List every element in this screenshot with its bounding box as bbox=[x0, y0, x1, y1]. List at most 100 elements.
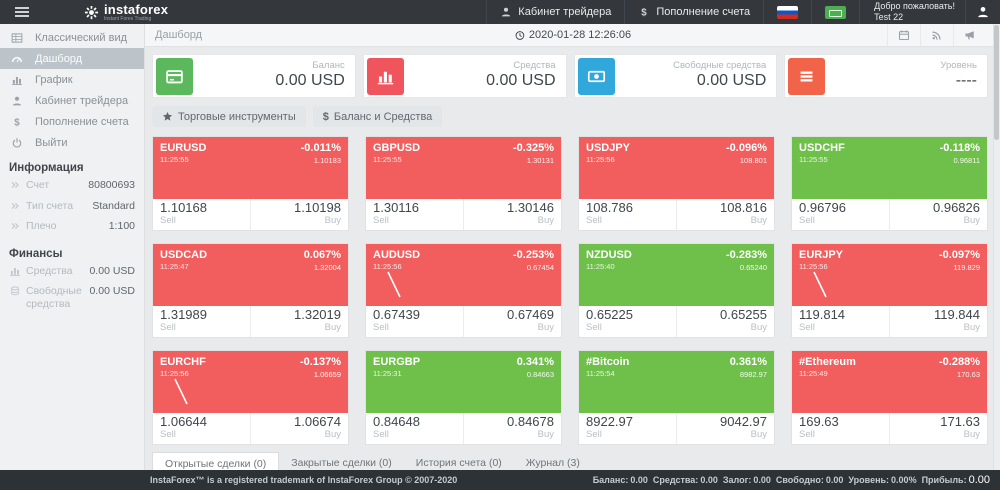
rss-icon bbox=[932, 31, 941, 40]
currency-tile-header[interactable]: EURUSD 11:25:55 -0.011% 1.10183 bbox=[153, 137, 348, 199]
sell-label: Sell bbox=[586, 321, 602, 333]
person-icon bbox=[500, 6, 512, 18]
sell-cell[interactable]: 0.65225 Sell bbox=[579, 306, 676, 337]
currency-tile-header[interactable]: USDJPY 11:25:56 -0.096% 108.801 bbox=[579, 137, 774, 199]
bottom-tab[interactable]: Закрытые сделки (0) bbox=[279, 452, 403, 470]
tile-change-percent: -0.325% bbox=[513, 142, 554, 154]
buy-price: 0.84678 bbox=[507, 414, 554, 429]
sidebar-section-info-title: Информация bbox=[9, 162, 84, 174]
currency-tile[interactable]: NZDUSD 11:25:40 -0.283% 0.65240 0.65225 … bbox=[578, 243, 775, 338]
sidebar-nav-item[interactable]: Кабинет трейдера bbox=[0, 90, 144, 111]
buy-cell[interactable]: 1.32019 Buy bbox=[250, 306, 348, 337]
buy-cell[interactable]: 0.84678 Buy bbox=[463, 413, 561, 444]
user-avatar-button[interactable] bbox=[965, 0, 1000, 24]
buy-price: 1.06674 bbox=[294, 414, 341, 429]
status-footer: InstaForex™ is a registered trademark of… bbox=[0, 470, 1000, 490]
currency-tile-header[interactable]: #Ethereum 11:25:49 -0.288% 170.63 bbox=[792, 351, 987, 413]
currency-tile[interactable]: AUDUSD 11:25:56 -0.253% 0.67454 0.67439 … bbox=[365, 243, 562, 338]
buy-cell[interactable]: 171.63 Buy bbox=[889, 413, 987, 444]
currency-tile-header[interactable]: #Bitcoin 11:25:54 0.361% 8982.97 bbox=[579, 351, 774, 413]
buy-label: Buy bbox=[324, 321, 341, 333]
currency-tile-header[interactable]: NZDUSD 11:25:40 -0.283% 0.65240 bbox=[579, 244, 774, 306]
trading-instruments-button[interactable]: Торговые инструменты bbox=[152, 106, 306, 127]
buy-cell[interactable]: 0.67469 Buy bbox=[463, 306, 561, 337]
sell-cell[interactable]: 169.63 Sell bbox=[792, 413, 889, 444]
scrollbar-thumb[interactable] bbox=[994, 25, 999, 140]
buy-cell[interactable]: 1.10198 Buy bbox=[250, 199, 348, 230]
balance-funds-button[interactable]: $ Баланс и Средства bbox=[312, 106, 443, 127]
brand-name: instaforex bbox=[104, 1, 169, 17]
sidebar: Классический вид Дашборд График bbox=[0, 24, 145, 470]
language-selector[interactable] bbox=[763, 0, 811, 24]
currency-tile-header[interactable]: EURJPY 11:25:56 -0.097% 119.829 bbox=[792, 244, 987, 306]
calendar-button[interactable] bbox=[887, 24, 920, 46]
currency-tile[interactable]: EURUSD 11:25:55 -0.011% 1.10183 1.10168 … bbox=[152, 136, 349, 231]
header-menu-item[interactable]: Кабинет трейдера bbox=[486, 0, 624, 24]
sidebar-nav-item[interactable]: Выйти bbox=[0, 132, 144, 153]
summary-card-label: Уровень bbox=[940, 60, 977, 72]
currency-tile[interactable]: #Bitcoin 11:25:54 0.361% 8982.97 8922.97… bbox=[578, 350, 775, 445]
currency-tile[interactable]: USDJPY 11:25:56 -0.096% 108.801 108.786 … bbox=[578, 136, 775, 231]
news-feed-button[interactable] bbox=[920, 24, 953, 46]
tile-change-percent: -0.137% bbox=[300, 356, 341, 368]
sell-cell[interactable]: 1.30116 Sell bbox=[366, 199, 463, 230]
currency-tile[interactable]: EURGBP 11:25:31 0.341% 0.84663 0.84648 S… bbox=[365, 350, 562, 445]
currency-tile-header[interactable]: GBPUSD 11:25:55 -0.325% 1.30131 bbox=[366, 137, 561, 199]
buy-cell[interactable]: 0.96826 Buy bbox=[889, 199, 987, 230]
currency-tile-header[interactable]: USDCAD 11:25:47 0.067% 1.32004 bbox=[153, 244, 348, 306]
vertical-scrollbar[interactable] bbox=[993, 24, 1000, 470]
sell-cell[interactable]: 108.786 Sell bbox=[579, 199, 676, 230]
buy-cell[interactable]: 0.65255 Buy bbox=[676, 306, 774, 337]
sidebar-nav-item-label: Кабинет трейдера bbox=[35, 94, 129, 107]
sell-price: 0.84648 bbox=[373, 414, 420, 429]
currency-tile[interactable]: EURCHF 11:25:56 -0.137% 1.06659 1.06644 … bbox=[152, 350, 349, 445]
tile-symbol: USDCAD bbox=[160, 249, 208, 261]
sell-cell[interactable]: 119.814 Sell bbox=[792, 306, 889, 337]
summary-card-value: 0.00 USD bbox=[275, 72, 345, 90]
currency-tile[interactable]: #Ethereum 11:25:49 -0.288% 170.63 169.63… bbox=[791, 350, 988, 445]
sell-cell[interactable]: 0.67439 Sell bbox=[366, 306, 463, 337]
sell-cell[interactable]: 0.84648 Sell bbox=[366, 413, 463, 444]
currency-tile[interactable]: USDCHF 11:25:55 -0.118% 0.96811 0.96796 … bbox=[791, 136, 988, 231]
sell-cell[interactable]: 8922.97 Sell bbox=[579, 413, 676, 444]
sell-cell[interactable]: 1.06644 Sell bbox=[153, 413, 250, 444]
buy-cell[interactable]: 1.06674 Buy bbox=[250, 413, 348, 444]
buy-cell[interactable]: 119.844 Buy bbox=[889, 306, 987, 337]
bottom-tab[interactable]: Журнал (3) bbox=[514, 452, 592, 470]
tile-symbol: EURCHF bbox=[160, 356, 206, 368]
bottom-tab[interactable]: Открытые сделки (0) bbox=[152, 452, 280, 470]
currency-tile-header[interactable]: AUDUSD 11:25:56 -0.253% 0.67454 bbox=[366, 244, 561, 306]
summary-card-value: 0.00 USD bbox=[486, 72, 556, 90]
sell-cell[interactable]: 1.31989 Sell bbox=[153, 306, 250, 337]
buy-label: Buy bbox=[963, 214, 980, 226]
sidebar-nav-item[interactable]: Классический вид bbox=[0, 27, 144, 48]
currency-tile[interactable]: GBPUSD 11:25:55 -0.325% 1.30131 1.30116 … bbox=[365, 136, 562, 231]
currency-tile-header[interactable]: EURCHF 11:25:56 -0.137% 1.06659 bbox=[153, 351, 348, 413]
tile-change-percent: -0.097% bbox=[939, 249, 980, 261]
sidebar-nav-item[interactable]: График bbox=[0, 69, 144, 90]
dollar-icon: $ bbox=[11, 116, 35, 128]
announcements-button[interactable] bbox=[953, 24, 986, 46]
sell-cell[interactable]: 0.96796 Sell bbox=[792, 199, 889, 230]
menu-toggle-button[interactable] bbox=[0, 0, 44, 24]
currency-tile-header[interactable]: EURGBP 11:25:31 0.341% 0.84663 bbox=[366, 351, 561, 413]
finance-row-value: 0.00 USD bbox=[89, 264, 135, 277]
bottom-tab-label: Журнал (3) bbox=[525, 457, 580, 469]
header-menu-item[interactable]: $ Пополнение счета bbox=[624, 0, 763, 24]
currency-tile[interactable]: EURJPY 11:25:56 -0.097% 119.829 119.814 … bbox=[791, 243, 988, 338]
account-currency-selector[interactable] bbox=[811, 0, 859, 24]
sidebar-nav-item[interactable]: Дашборд bbox=[0, 48, 144, 69]
sell-cell[interactable]: 1.10168 Sell bbox=[153, 199, 250, 230]
tile-change-percent: 0.361% bbox=[729, 356, 767, 368]
stat-label: Средства: bbox=[652, 475, 699, 485]
buy-cell[interactable]: 108.816 Buy bbox=[676, 199, 774, 230]
sidebar-nav-item[interactable]: $ Пополнение счета bbox=[0, 111, 144, 132]
stat-pair: Баланс: 0.00 bbox=[593, 475, 648, 485]
currency-tile[interactable]: USDCAD 11:25:47 0.067% 1.32004 1.31989 S… bbox=[152, 243, 349, 338]
currency-tile-header[interactable]: USDCHF 11:25:55 -0.118% 0.96811 bbox=[792, 137, 987, 199]
buy-label: Buy bbox=[324, 428, 341, 440]
bottom-tab[interactable]: История счета (0) bbox=[404, 452, 514, 470]
buy-cell[interactable]: 9042.97 Buy bbox=[676, 413, 774, 444]
buy-cell[interactable]: 1.30146 Buy bbox=[463, 199, 561, 230]
sell-price: 108.786 bbox=[586, 200, 633, 215]
